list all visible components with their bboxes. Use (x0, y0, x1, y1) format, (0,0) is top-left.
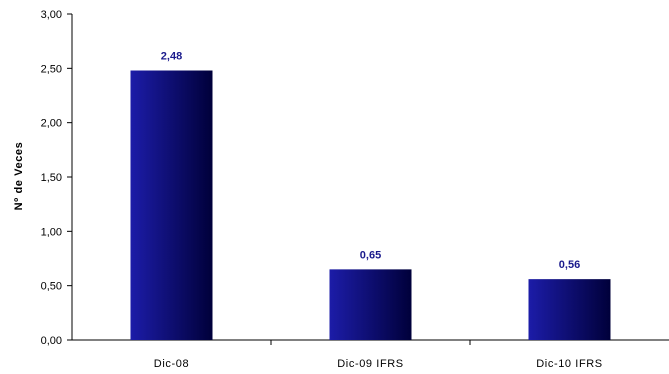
y-tick-label: 3,00 (41, 9, 62, 21)
data-label: 0,56 (559, 259, 580, 271)
x-tick-label: Dic-08 (154, 358, 189, 370)
data-label: 0,65 (360, 249, 381, 261)
y-tick-label: 2,50 (41, 63, 62, 75)
x-tick-label: Dic-09 IFRS (337, 358, 404, 370)
bars (130, 70, 611, 341)
y-tick-label: 2,00 (41, 118, 62, 130)
x-axis-categories: Dic-08 Dic-09 IFRS Dic-10 IFRS (154, 358, 603, 370)
y-tick-label: 0,50 (41, 281, 62, 293)
bar (329, 269, 412, 340)
bar (528, 279, 611, 340)
y-tick-label: 1,00 (41, 226, 62, 238)
data-labels: 2,48 0,65 0,56 (161, 51, 580, 272)
y-axis-ticks: 0,00 0,50 1,00 1,50 2,00 2,50 3,00 (41, 9, 72, 347)
x-tick-label: Dic-10 IFRS (536, 358, 603, 370)
y-axis-label: Nº de Veces (13, 142, 25, 211)
y-tick-label: 0,00 (41, 335, 62, 347)
data-label: 2,48 (161, 51, 182, 63)
bar (130, 70, 213, 341)
y-tick-label: 1,50 (41, 172, 62, 184)
